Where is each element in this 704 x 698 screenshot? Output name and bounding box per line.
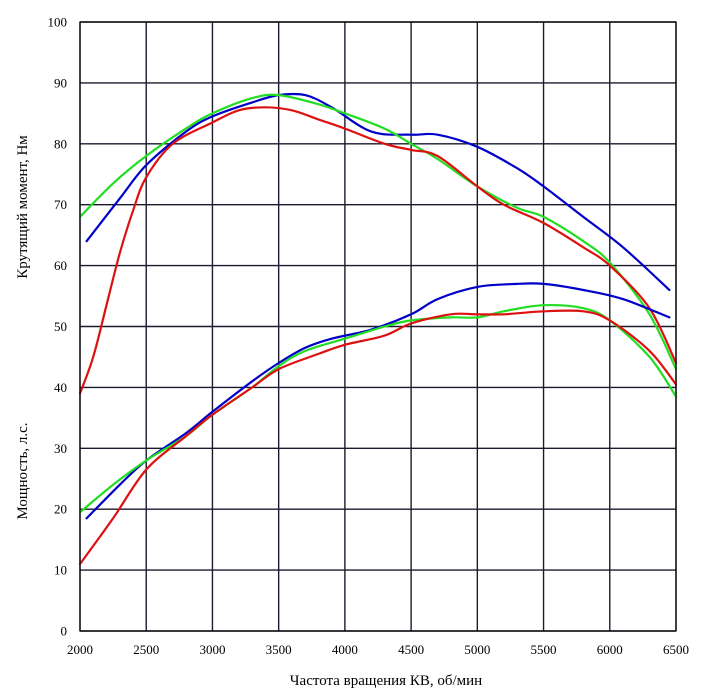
x-tick-label: 4000 — [332, 642, 358, 657]
y-tick-label: 90 — [54, 75, 67, 90]
y-tick-label: 70 — [54, 197, 67, 212]
y-tick-label: 60 — [54, 258, 67, 273]
torque-line-red — [78, 106, 678, 395]
y-tick-label: 10 — [54, 563, 67, 578]
x-tick-label: 4500 — [398, 642, 424, 657]
y-tick-label: 50 — [54, 319, 67, 334]
x-tick-label: 2500 — [133, 642, 159, 657]
plot-frame — [79, 21, 677, 632]
y-tick-label: 80 — [54, 136, 67, 151]
x-tick-label: 5000 — [464, 642, 490, 657]
y-axis-label-torque: Крутящий момент, Нм — [15, 135, 31, 279]
y-tick-label: 20 — [54, 502, 67, 517]
y-axis-label-power: Мощность, л.с. — [15, 422, 31, 519]
series-lines — [78, 92, 678, 566]
y-tick-label: 0 — [61, 624, 68, 639]
torque-line-blue — [85, 92, 671, 292]
x-tick-label: 3500 — [266, 642, 292, 657]
x-axis-label: Частота вращения КВ, об/мин — [290, 673, 482, 689]
torque-line-green — [78, 93, 678, 371]
power-line-green — [78, 303, 678, 514]
x-tick-label: 3000 — [199, 642, 225, 657]
x-tick-label: 6500 — [663, 642, 689, 657]
x-tick-label: 5500 — [531, 642, 557, 657]
y-tick-label: 30 — [54, 441, 67, 456]
power-line-blue — [85, 282, 671, 520]
power-line-red — [78, 309, 678, 566]
y-tick-label: 40 — [54, 380, 67, 395]
x-tick-label: 6000 — [597, 642, 623, 657]
x-tick-labels: 2000 2500 3000 3500 4000 4500 5000 5500 6000 6500 — [67, 642, 689, 657]
x-tick-label: 2000 — [67, 642, 93, 657]
y-tick-labels: 0 10 20 30 40 50 60 70 80 90 100 — [48, 15, 68, 639]
y-tick-label: 100 — [48, 15, 68, 30]
